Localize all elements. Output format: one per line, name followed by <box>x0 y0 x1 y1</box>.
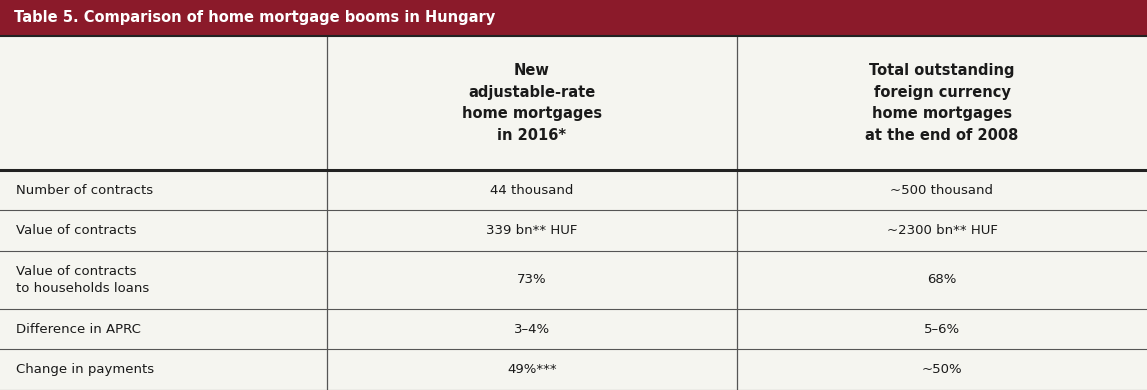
Text: New
adjustable-rate
home mortgages
in 2016*: New adjustable-rate home mortgages in 20… <box>462 63 602 143</box>
Text: Total outstanding
foreign currency
home mortgages
at the end of 2008: Total outstanding foreign currency home … <box>865 63 1019 143</box>
Text: Change in payments: Change in payments <box>16 363 154 376</box>
Text: 3–4%: 3–4% <box>514 323 549 336</box>
Text: 68%: 68% <box>927 273 957 286</box>
Text: 339 bn** HUF: 339 bn** HUF <box>486 224 578 237</box>
Text: Difference in APRC: Difference in APRC <box>16 323 141 336</box>
Text: 49%***: 49%*** <box>507 363 556 376</box>
Text: Table 5. Comparison of home mortgage booms in Hungary: Table 5. Comparison of home mortgage boo… <box>14 11 496 25</box>
Text: Value of contracts: Value of contracts <box>16 224 136 237</box>
Text: ~50%: ~50% <box>922 363 962 376</box>
Text: Number of contracts: Number of contracts <box>16 184 154 197</box>
Bar <box>0 0 1147 36</box>
Text: 5–6%: 5–6% <box>924 323 960 336</box>
Text: ~2300 bn** HUF: ~2300 bn** HUF <box>887 224 998 237</box>
Text: Value of contracts
to households loans: Value of contracts to households loans <box>16 265 149 295</box>
Text: 44 thousand: 44 thousand <box>490 184 574 197</box>
Text: 73%: 73% <box>517 273 547 286</box>
Text: ~500 thousand: ~500 thousand <box>890 184 993 197</box>
